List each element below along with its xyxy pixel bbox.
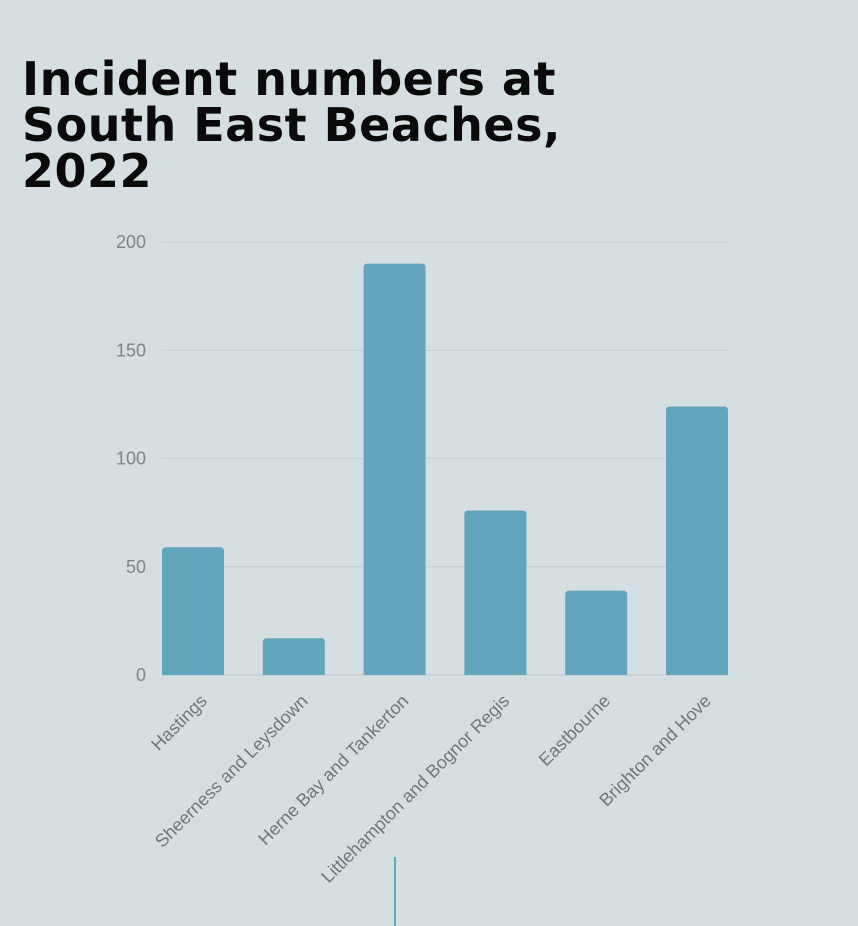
bar-sheerness-and-leysdown: [262, 638, 325, 675]
chart-title: Incident numbers at South East Beaches, …: [22, 52, 561, 198]
y-tick-label: 50: [126, 557, 146, 577]
y-axis: 0 50 100 150 200: [116, 232, 146, 685]
gridlines: [162, 241, 728, 676]
y-tick-label: 0: [136, 665, 146, 685]
x-tick-label: Eastbourne: [535, 691, 614, 770]
bar-brighton-and-hove: [666, 406, 728, 675]
bars: [162, 263, 728, 675]
bar-herne-bay-and-tankerton: [363, 263, 426, 675]
y-tick-label: 150: [116, 340, 146, 360]
y-tick-label: 100: [116, 449, 146, 469]
x-tick-label: Hastings: [147, 691, 211, 755]
y-tick-label: 200: [116, 232, 146, 252]
bar-eastbourne: [565, 590, 628, 675]
bar-hastings: [162, 547, 224, 675]
x-tick-label: Brighton and Hove: [595, 691, 715, 811]
bar-littlehampton-and-bognor-regis: [464, 510, 527, 675]
x-tick-label: Littlehampton and Bognor Regis: [317, 691, 513, 887]
decorative-accent-line: [394, 857, 396, 926]
